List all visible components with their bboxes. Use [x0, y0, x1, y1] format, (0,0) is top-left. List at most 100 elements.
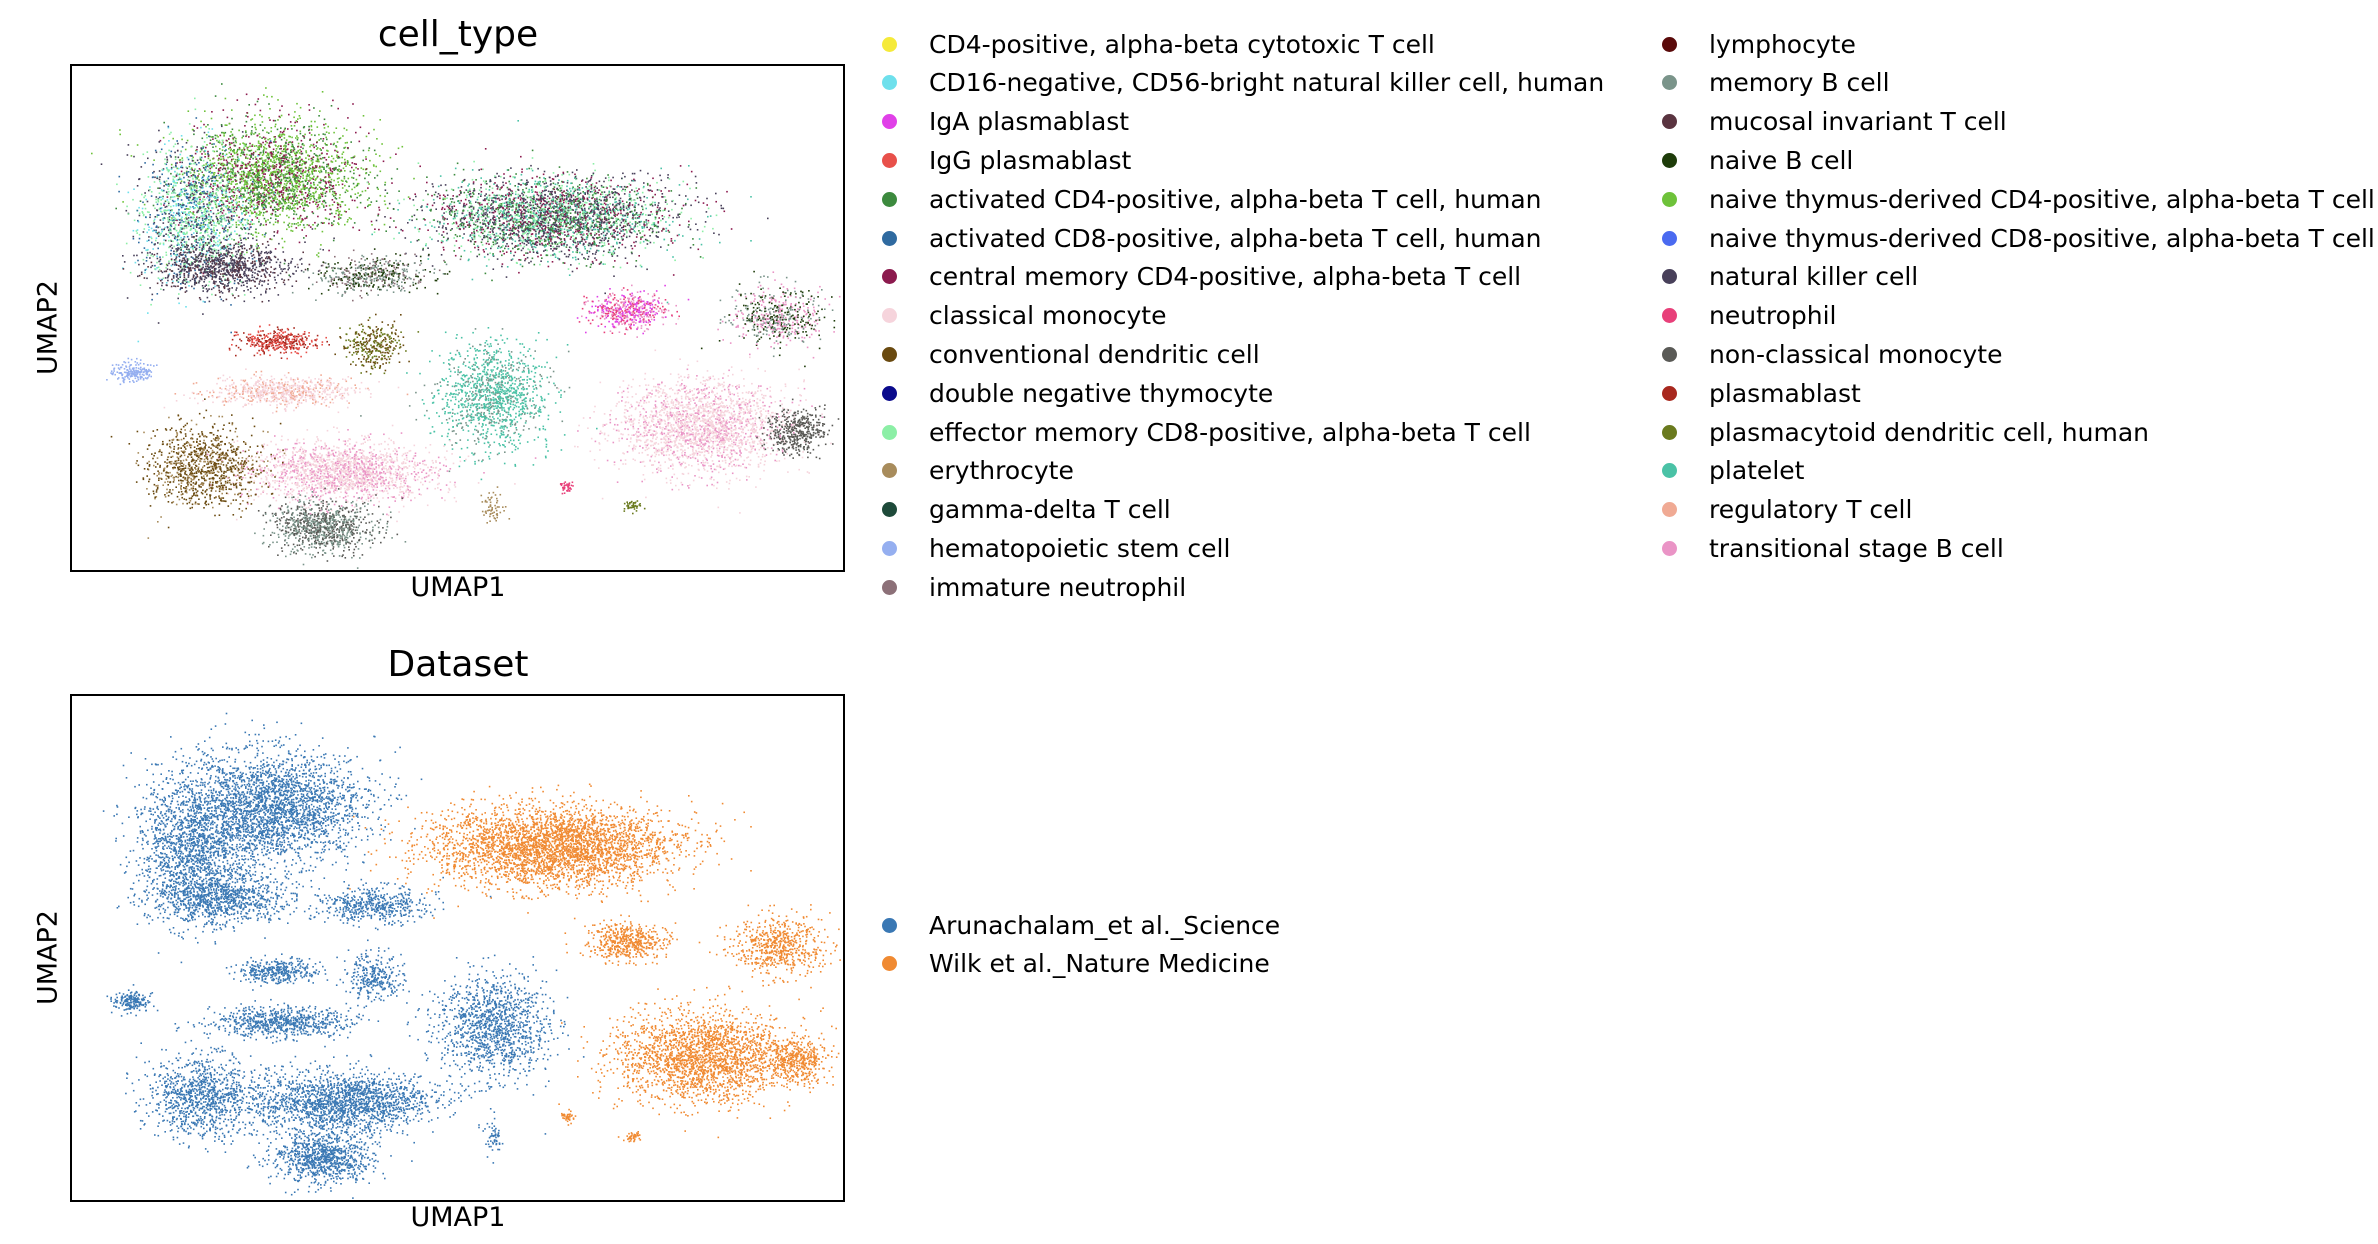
scatter-point — [180, 287, 183, 289]
scatter-point — [231, 200, 234, 202]
scatter-point — [312, 144, 314, 147]
scatter-point — [180, 228, 182, 231]
scatter-point — [280, 179, 283, 181]
scatter-point — [227, 187, 229, 189]
scatter-point — [280, 147, 282, 150]
scatter-point — [199, 298, 202, 301]
scatter-point — [219, 265, 222, 267]
scatter-point — [255, 174, 257, 176]
scatter-point — [241, 164, 243, 167]
scatter-point — [122, 201, 124, 203]
scatter-point — [247, 274, 250, 277]
scatter-point — [264, 185, 266, 187]
scatter-point — [185, 220, 187, 223]
scatter-point — [144, 192, 146, 194]
scatter-point — [273, 193, 275, 196]
scatter-point — [187, 263, 190, 265]
scatter-point — [193, 287, 195, 290]
scatter-point — [181, 242, 183, 245]
scatter-point — [170, 205, 172, 208]
scatter-point — [258, 254, 261, 257]
scatter-point — [315, 186, 317, 189]
scatter-point — [223, 205, 225, 207]
scatter-point — [143, 196, 145, 199]
scatter-point — [237, 295, 240, 297]
scatter-point — [234, 162, 237, 165]
scatter-point — [386, 207, 389, 209]
scatter-point — [312, 158, 314, 161]
scatter-point — [177, 224, 180, 226]
scatter-point — [227, 253, 229, 256]
scatter-point — [211, 111, 213, 113]
scatter-point — [355, 163, 357, 165]
scatter-point — [284, 167, 287, 170]
scatter-point — [159, 219, 162, 221]
scatter-point — [147, 266, 149, 268]
scatter-point — [338, 138, 341, 140]
scatter-point — [248, 170, 251, 172]
scatter-point — [298, 180, 301, 182]
scatter-point — [243, 267, 245, 269]
scatter-point — [244, 218, 246, 221]
scatter-point — [241, 193, 244, 196]
scatter-point — [378, 206, 380, 209]
scatter-point — [263, 94, 265, 96]
scatter-point — [258, 218, 260, 221]
scatter-point — [192, 248, 194, 250]
scatter-point — [195, 178, 197, 180]
scatter-point — [251, 126, 253, 128]
scatter-point — [177, 277, 179, 280]
scatter-point — [263, 193, 266, 196]
scatter-point — [286, 156, 288, 158]
scatter-point — [170, 264, 173, 267]
scatter-point — [241, 131, 244, 133]
scatter-point — [213, 268, 216, 270]
scatter-point — [308, 180, 310, 182]
scatter-point — [195, 256, 197, 258]
scatter-point — [191, 184, 193, 186]
scatter-point — [323, 188, 325, 191]
scatter-point — [285, 151, 287, 154]
scatter-point — [291, 160, 294, 163]
scatter-point — [338, 156, 341, 159]
scatter-point — [199, 156, 201, 159]
scatter-point — [196, 202, 199, 204]
scatter-point — [190, 167, 193, 169]
scatter-point — [212, 158, 214, 160]
scatter-point — [170, 150, 173, 153]
scatter-point — [196, 275, 199, 278]
scatter-point — [246, 211, 248, 214]
scatter-point — [221, 188, 224, 191]
scatter-point — [293, 116, 295, 119]
scatter-point — [265, 267, 267, 269]
scatter-point — [195, 220, 197, 222]
scatter-point — [190, 269, 192, 272]
scatter-point — [168, 246, 170, 249]
scatter-point — [234, 262, 236, 264]
scatter-point — [196, 185, 198, 187]
scatter-point — [284, 268, 286, 270]
scatter-point — [349, 164, 351, 166]
scatter-point — [228, 196, 230, 198]
scatter-point — [224, 227, 226, 229]
scatter-point — [188, 238, 190, 241]
scatter-point — [211, 275, 214, 278]
scatter-point — [271, 172, 274, 174]
scatter-point — [264, 127, 266, 129]
scatter-point — [320, 179, 322, 182]
scatter-point — [247, 207, 249, 210]
scatter-point — [268, 184, 270, 186]
scatter-point — [152, 172, 154, 174]
scatter-point — [341, 156, 343, 159]
scatter-point — [151, 176, 154, 179]
scatter-point — [171, 199, 174, 202]
scatter-point — [154, 216, 157, 218]
scatter-point — [167, 204, 170, 207]
scatter-point — [201, 145, 204, 148]
scatter-point — [260, 223, 262, 225]
scatter-point — [384, 181, 387, 184]
scatter-point — [240, 221, 242, 224]
scatter-point — [267, 154, 270, 157]
scatter-point — [190, 246, 192, 249]
scatter-point — [237, 246, 240, 248]
